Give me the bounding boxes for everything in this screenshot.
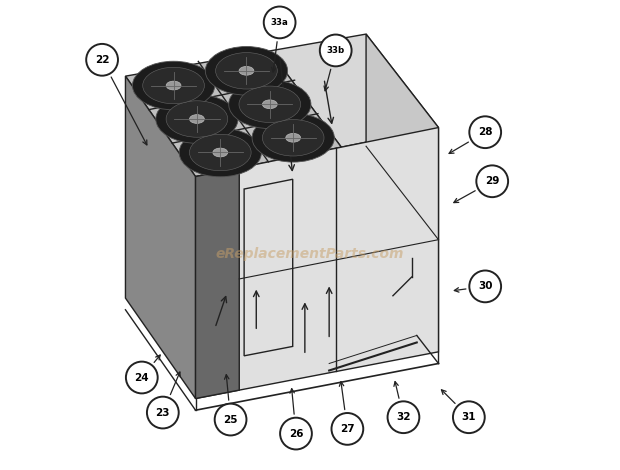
Polygon shape (270, 34, 438, 147)
Polygon shape (195, 127, 438, 399)
Ellipse shape (166, 101, 228, 137)
Circle shape (215, 404, 247, 435)
Text: 22: 22 (95, 55, 109, 65)
Ellipse shape (190, 115, 205, 124)
Circle shape (147, 397, 179, 429)
Circle shape (469, 117, 501, 148)
Circle shape (280, 418, 312, 449)
Text: eReplacementParts.com: eReplacementParts.com (216, 247, 404, 261)
Text: 26: 26 (289, 429, 303, 439)
Ellipse shape (252, 113, 334, 162)
Ellipse shape (286, 133, 301, 142)
Text: 28: 28 (478, 127, 492, 137)
Text: 32: 32 (396, 412, 410, 422)
Text: 33b: 33b (327, 46, 345, 55)
Polygon shape (125, 76, 195, 399)
Text: 29: 29 (485, 176, 499, 186)
Ellipse shape (190, 134, 251, 171)
Ellipse shape (205, 47, 288, 95)
Circle shape (453, 401, 485, 433)
Ellipse shape (133, 61, 215, 110)
Circle shape (332, 413, 363, 445)
Ellipse shape (216, 53, 277, 89)
Polygon shape (195, 168, 239, 399)
Ellipse shape (179, 128, 262, 177)
Text: 24: 24 (135, 373, 149, 383)
Circle shape (320, 35, 352, 66)
Text: 27: 27 (340, 424, 355, 434)
Circle shape (388, 401, 419, 433)
Circle shape (264, 7, 296, 38)
Circle shape (86, 44, 118, 76)
Ellipse shape (239, 86, 301, 123)
Ellipse shape (166, 81, 181, 90)
Ellipse shape (229, 80, 311, 129)
Ellipse shape (239, 66, 254, 75)
Ellipse shape (213, 148, 228, 157)
Text: 23: 23 (156, 407, 170, 417)
Ellipse shape (143, 67, 205, 104)
Text: 31: 31 (462, 412, 476, 422)
Ellipse shape (156, 95, 238, 143)
Text: 25: 25 (223, 415, 238, 424)
Ellipse shape (262, 119, 324, 156)
Ellipse shape (262, 100, 277, 109)
Text: 30: 30 (478, 282, 492, 291)
Polygon shape (366, 34, 438, 352)
Circle shape (469, 271, 501, 302)
Circle shape (476, 165, 508, 197)
Polygon shape (125, 51, 341, 177)
Circle shape (126, 361, 157, 393)
Text: 33a: 33a (271, 18, 288, 27)
